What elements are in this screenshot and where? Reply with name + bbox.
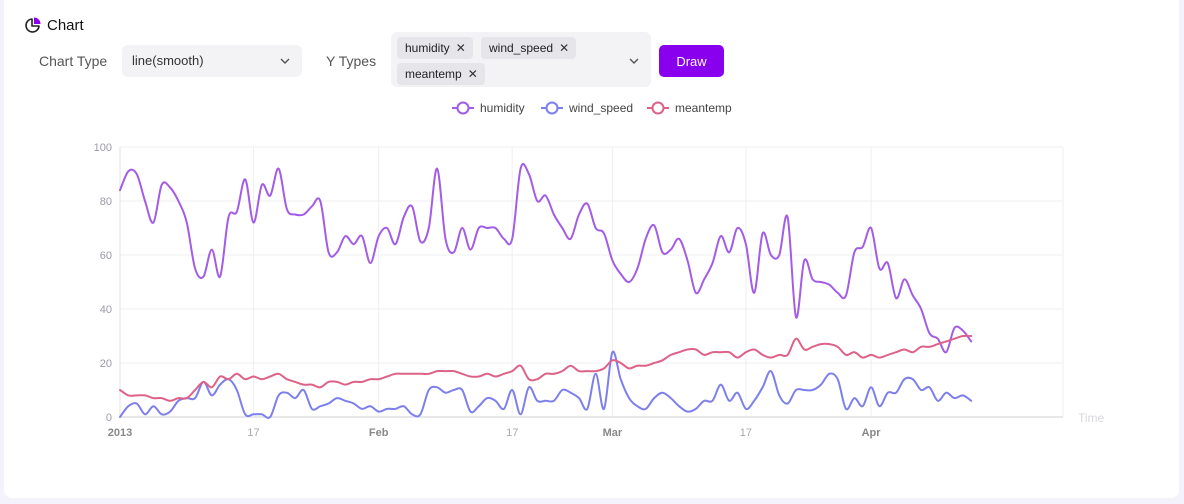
tag-label: meantemp xyxy=(405,67,462,81)
y-tick-label: 40 xyxy=(100,304,112,316)
chart-type-value: line(smooth) xyxy=(132,53,204,68)
y-types-label: Y Types xyxy=(326,53,377,69)
pie-chart-icon xyxy=(25,17,41,33)
draw-button[interactable]: Draw xyxy=(659,45,724,77)
y-type-tag-wind-speed: wind_speed ✕ xyxy=(481,37,577,59)
legend-marker-humidity xyxy=(456,101,470,115)
series-line-wind-speed xyxy=(119,350,973,419)
close-icon[interactable]: ✕ xyxy=(455,41,466,55)
y-type-tag-meantemp: meantemp ✕ xyxy=(397,63,485,85)
x-tick-label: Mar xyxy=(603,427,623,439)
y-tick-label: 60 xyxy=(100,250,112,262)
x-tick-label: 17 xyxy=(506,427,518,439)
y-tick-label: 20 xyxy=(100,358,112,370)
x-axis-label: Time xyxy=(1078,411,1105,425)
chevron-down-icon xyxy=(629,58,639,64)
y-type-tag-humidity: humidity ✕ xyxy=(397,37,473,59)
x-tick-label: 17 xyxy=(247,427,259,439)
series-line-humidity xyxy=(119,163,973,354)
y-tick-label: 0 xyxy=(106,412,112,424)
legend-marker-wind-speed xyxy=(545,101,559,115)
y-tick-label: 100 xyxy=(94,142,112,154)
x-tick-label: 17 xyxy=(740,427,752,439)
legend-label-humidity: humidity xyxy=(480,101,525,115)
chart-type-label: Chart Type xyxy=(39,53,108,69)
panel-title: Chart xyxy=(47,16,84,34)
series-line-meantemp xyxy=(119,334,973,402)
x-tick-label: Feb xyxy=(369,427,389,439)
tag-label: humidity xyxy=(405,41,450,55)
chevron-down-icon xyxy=(280,58,290,64)
legend-label-wind-speed: wind_speed xyxy=(568,101,633,115)
close-icon[interactable]: ✕ xyxy=(559,41,570,55)
x-tick-label: 2013 xyxy=(108,427,132,439)
y-types-select[interactable]: humidity ✕ wind_speed ✕ meantemp ✕ xyxy=(391,32,651,87)
legend-label-meantemp: meantemp xyxy=(675,101,732,115)
chart-card: Chart Chart Type line(smooth) Y Types hu… xyxy=(4,0,1179,498)
y-tick-label: 80 xyxy=(100,196,112,208)
panel-header: Chart xyxy=(24,16,84,34)
x-tick-label: Apr xyxy=(862,427,882,439)
tag-label: wind_speed xyxy=(489,41,554,55)
legend-marker-meantemp xyxy=(651,101,665,115)
chart-type-select[interactable]: line(smooth) xyxy=(122,45,302,77)
close-icon[interactable]: ✕ xyxy=(467,67,478,81)
